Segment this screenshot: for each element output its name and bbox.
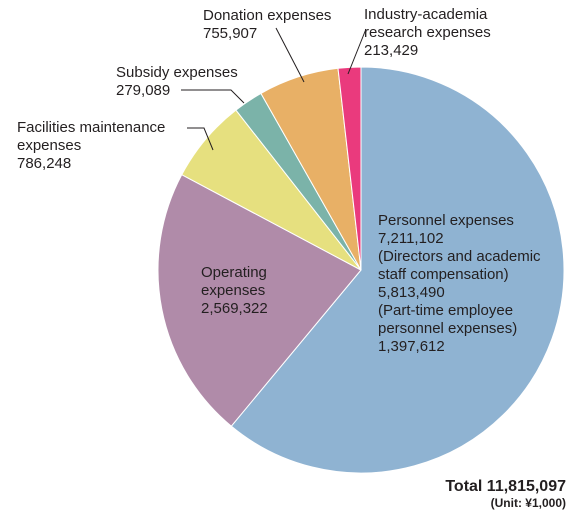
pie-slices [157,66,565,474]
label-line: Industry-academia [364,6,488,23]
pie-slice-operating [157,174,362,427]
label-line: 755,907 [203,25,258,42]
unit-label: (Unit: ¥1,000) [490,496,566,510]
label-line: Subsidy expenses [116,64,238,81]
label-line: personnel expenses) [378,320,518,337]
leader-line-facilities [187,127,214,151]
slice-label-personnel: Personnel expenses 7,211,102 (Directors … [378,212,541,356]
label-line: (Part-time employee [378,302,514,319]
label-line: 2,569,322 [201,300,268,317]
label-line: 213,429 [364,42,419,59]
pie-slice-industry [337,66,362,271]
label-line: 279,089 [116,82,171,99]
label-line: 7,211,102 [378,230,444,247]
leader-line-donation [275,27,305,83]
slice-label-donation: Donation expenses 755,907 [203,7,331,43]
label-line: 1,397,612 [378,338,445,355]
label-line: 786,248 [17,155,72,172]
label-line: Operating [201,264,267,281]
leader-line-industry [347,28,367,75]
label-line: staff compensation) [378,266,509,283]
slice-label-industry: Industry-academia research expenses 213,… [364,6,491,60]
leader-lines [181,27,367,151]
total-label: Total 11,815,097 [445,478,566,495]
total-block: Total 11,815,097 (Unit: ¥1,000) [445,478,566,511]
pie-slice-personnel [230,66,565,474]
label-line: research expenses [364,24,491,41]
label-line: Donation expenses [203,7,332,24]
label-line: (Directors and academic [378,248,541,265]
leader-line-subsidy [181,89,245,104]
label-line: 5,813,490 [378,284,445,301]
label-line: Personnel expenses [378,212,514,229]
slice-label-facilities: Facilities maintenance expenses 786,248 [17,119,165,173]
label-line: expenses [201,282,266,299]
slice-label-subsidy: Subsidy expenses 279,089 [116,64,238,100]
label-line: Facilities maintenance [17,119,166,136]
label-line: expenses [17,137,82,154]
slice-label-operating: Operating expenses 2,569,322 [201,264,268,318]
